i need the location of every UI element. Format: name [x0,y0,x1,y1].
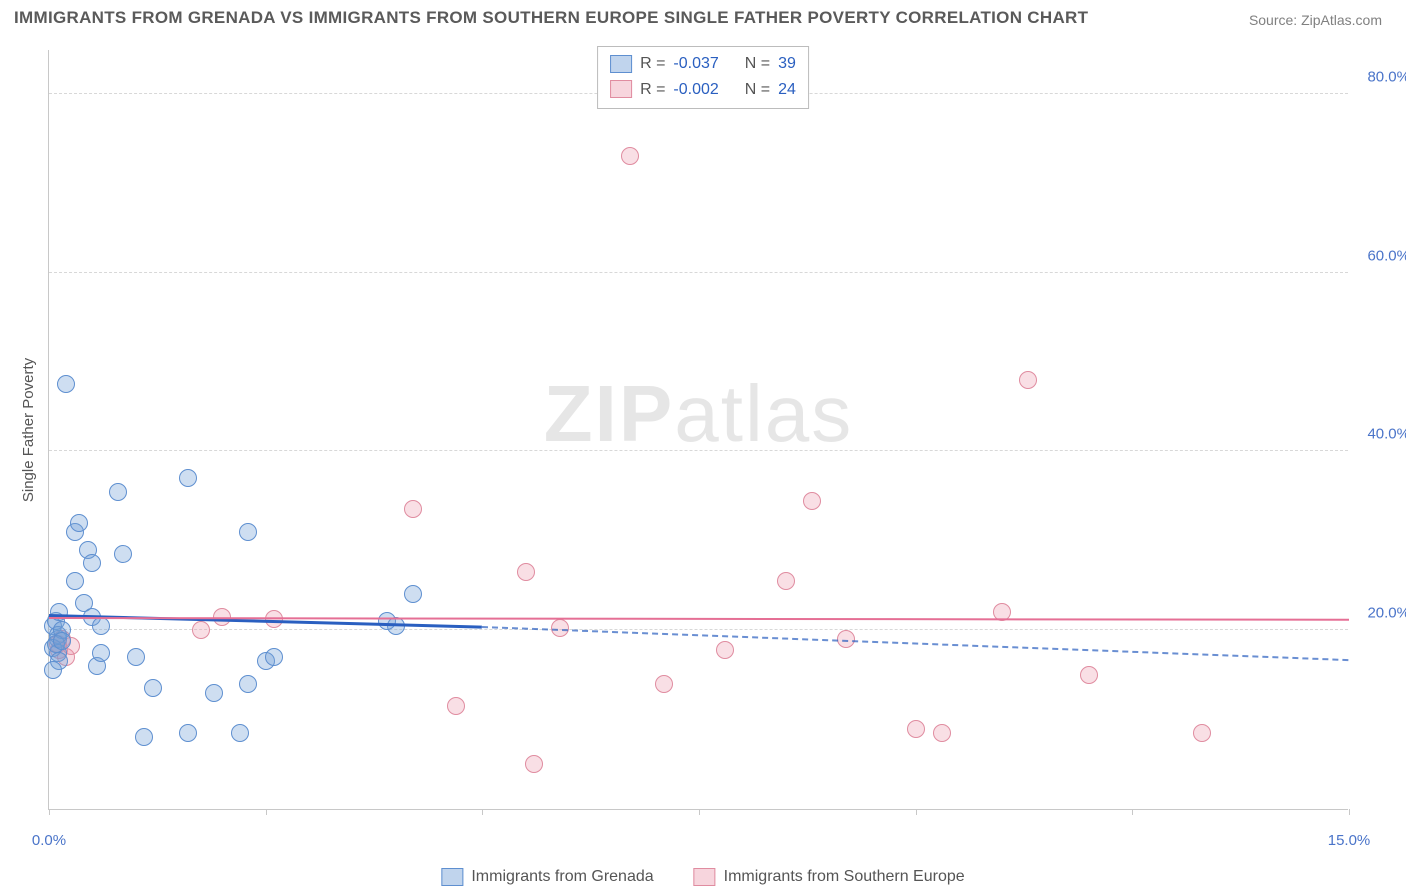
stat-n-value: 39 [778,51,796,77]
legend-item-grenada: Immigrants from Grenada [441,868,653,886]
scatter-point-southern-europe [1080,666,1098,684]
stat-n-label: N = [745,77,770,103]
scatter-point-southern-europe [517,563,535,581]
scatter-point-grenada [44,661,62,679]
statbox-row: R = -0.002 N = 24 [610,77,796,103]
legend: Immigrants from Grenada Immigrants from … [441,868,964,886]
regression-line [482,626,1349,661]
scatter-point-grenada [239,675,257,693]
scatter-point-southern-europe [933,724,951,742]
stat-n-label: N = [745,51,770,77]
scatter-point-southern-europe [621,147,639,165]
legend-label: Immigrants from Grenada [471,868,653,886]
scatter-point-grenada [265,648,283,666]
scatter-point-southern-europe [447,697,465,715]
scatter-point-grenada [179,469,197,487]
gridline [49,450,1348,451]
scatter-point-southern-europe [1193,724,1211,742]
watermark: ZIPatlas [544,368,853,460]
x-tick [1349,809,1350,815]
plot-area: ZIPatlas 20.0%40.0%60.0%80.0%0.0%15.0% [48,50,1348,810]
chart-title: IMMIGRANTS FROM GRENADA VS IMMIGRANTS FR… [14,8,1088,28]
scatter-point-grenada [70,514,88,532]
y-tick-label: 80.0% [1367,68,1406,85]
scatter-point-grenada [92,644,110,662]
scatter-point-grenada [114,545,132,563]
correlation-stats-box: R = -0.037 N = 39 R = -0.002 N = 24 [597,46,809,109]
x-tick [916,809,917,815]
scatter-point-grenada [127,648,145,666]
scatter-point-southern-europe [404,500,422,518]
x-tick [1132,809,1133,815]
scatter-point-southern-europe [716,641,734,659]
stat-swatch [610,80,632,98]
legend-label: Immigrants from Southern Europe [724,868,965,886]
x-tick [266,809,267,815]
y-tick-label: 20.0% [1367,605,1406,622]
scatter-point-grenada [57,375,75,393]
x-tick [49,809,50,815]
stat-r-value: -0.037 [673,51,718,77]
scatter-point-grenada [144,679,162,697]
x-tick [482,809,483,815]
statbox-row: R = -0.037 N = 39 [610,51,796,77]
scatter-point-southern-europe [192,621,210,639]
scatter-point-grenada [239,523,257,541]
gridline [49,272,1348,273]
legend-swatch-pink [694,868,716,886]
legend-item-southern-europe: Immigrants from Southern Europe [694,868,965,886]
stat-n-value: 24 [778,77,796,103]
stat-swatch [610,55,632,73]
scatter-point-grenada [109,483,127,501]
scatter-point-grenada [404,585,422,603]
y-axis-label: Single Father Poverty [20,358,37,502]
scatter-point-southern-europe [525,755,543,773]
scatter-point-grenada [53,632,71,650]
x-tick [699,809,700,815]
y-tick-label: 40.0% [1367,426,1406,443]
scatter-point-southern-europe [803,492,821,510]
x-tick-label: 0.0% [32,832,66,849]
scatter-point-grenada [205,684,223,702]
x-tick-label: 15.0% [1328,832,1371,849]
scatter-point-southern-europe [777,572,795,590]
scatter-point-grenada [66,572,84,590]
stat-r-label: R = [640,51,665,77]
legend-swatch-blue [441,868,463,886]
scatter-point-grenada [378,612,396,630]
scatter-point-grenada [92,617,110,635]
stat-r-label: R = [640,77,665,103]
scatter-point-southern-europe [1019,371,1037,389]
scatter-point-grenada [83,554,101,572]
source-attribution: Source: ZipAtlas.com [1249,12,1382,28]
gridline [49,629,1348,630]
scatter-point-southern-europe [907,720,925,738]
scatter-point-southern-europe [655,675,673,693]
y-tick-label: 60.0% [1367,247,1406,264]
stat-r-value: -0.002 [673,77,718,103]
scatter-point-grenada [179,724,197,742]
scatter-point-grenada [135,728,153,746]
scatter-point-grenada [231,724,249,742]
